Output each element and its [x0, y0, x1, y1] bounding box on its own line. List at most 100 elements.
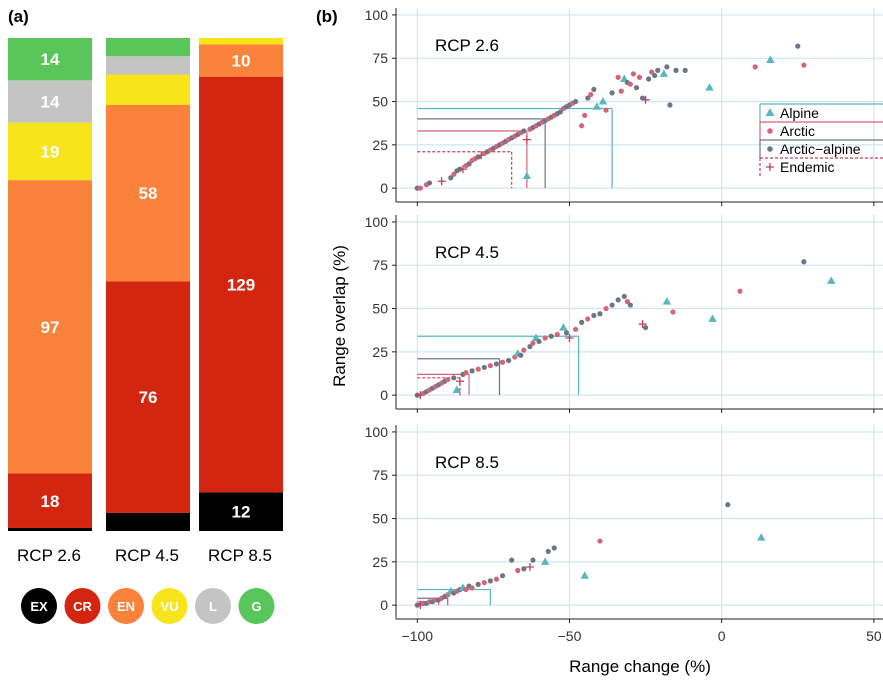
facet-rcp-2-6-point-arctic-alpine	[591, 86, 597, 93]
bar-rcp-2-6-ex	[8, 527, 92, 531]
data-label-rcp-2-6-g: 14	[41, 50, 60, 69]
facet-rcp-4-5-point-arctic-alpine	[615, 297, 621, 303]
facet-rcp-4-5-point-endemic	[455, 377, 464, 386]
facet-rcp-2-6-point-alpine	[766, 55, 775, 63]
facet-rcp-2-6-point-alpine	[592, 102, 602, 110]
facet-rcp-2-6-point-arctic-alpine	[664, 64, 670, 70]
facet-rcp-2-6-point-alpine	[705, 83, 714, 91]
facet-rcp-8-5-point-arctic	[463, 586, 469, 593]
bar-rcp-4-5-cr	[106, 281, 190, 513]
facet-rcp-2-6-point-arctic	[636, 74, 643, 80]
facet-rcp-2-6-point-arctic-alpine	[655, 67, 661, 73]
x-tick-label: −50	[558, 628, 582, 644]
facet-rcp-4-5-point-arctic	[530, 340, 536, 346]
facet-rcp-2-6-point-arctic-alpine	[652, 72, 658, 79]
facet-rcp-2-6-point-arctic	[451, 171, 457, 177]
facet-rcp-4-5-point-arctic-alpine	[627, 302, 633, 308]
facet-rcp-4-5-point-arctic-alpine	[642, 324, 649, 331]
bar-rcp-4-5-l	[106, 56, 190, 75]
bar-rcp-4-5-vu	[106, 74, 190, 105]
facet-rcp-2-6-point-arctic-alpine	[557, 109, 563, 115]
facet-rcp-2-6-point-endemic	[641, 95, 650, 104]
facet-rcp-8-5-title: RCP 8.5	[435, 453, 499, 472]
facet-rcp-4-5-point-arctic-alpine	[536, 338, 542, 345]
facet-rcp-2-6-point-alpine	[522, 171, 532, 180]
facet-rcp-8-5-ytick-label: 50	[372, 511, 388, 527]
facet-rcp-8-5-point-arctic	[469, 585, 475, 591]
facet-rcp-8-5-point-arctic-alpine	[499, 573, 506, 579]
facet-rcp-2-6-ytick-label: 50	[372, 94, 388, 110]
facet-rcp-4-5-point-arctic	[475, 366, 481, 372]
facet-rcp-2-6-point-arctic-alpine	[609, 90, 615, 96]
facet-rcp-4-5-point-alpine	[708, 314, 717, 322]
x-tick-label: 50	[866, 628, 882, 644]
facet-rcp-4-5-ytick-label: 75	[372, 257, 388, 273]
facet-rcp-2-6-point-arctic-alpine	[572, 98, 579, 105]
legend-b-key-arctic	[767, 128, 773, 134]
facet-rcp-4-5-point-arctic-alpine	[481, 364, 487, 371]
bar-rcp-8-5-en	[199, 44, 283, 77]
panel-a-label: (a)	[8, 7, 29, 26]
facet-rcp-2-6-point-arctic-alpine	[795, 43, 801, 49]
legend-label-en: EN	[117, 599, 135, 614]
panel-a-stacked-bars: RCP 2.6 18 97 19 14 14 RCP 4.5 76 58 RCP 8.5 12 129…	[8, 38, 283, 565]
legend-label-cr: CR	[73, 599, 92, 614]
facet-rcp-2-6-point-arctic-alpine	[682, 67, 688, 73]
facet-rcp-2-6-point-arctic-alpine	[521, 128, 527, 134]
legend-label-l: L	[209, 599, 217, 614]
facet-rcp-4-5-ytick-label: 50	[372, 301, 388, 317]
x-tick-label: 0	[718, 628, 726, 644]
facet-rcp-8-5-point-arctic	[493, 576, 500, 582]
facet-rcp-4-5-point-arctic-alpine	[451, 375, 457, 381]
facet-rcp-4-5-point-arctic-alpine	[493, 361, 500, 367]
facet-rcp-8-5-point-arctic	[481, 580, 487, 586]
facet-rcp-4-5-point-arctic	[445, 376, 451, 383]
facet-rcp-8-5-point-alpine	[580, 571, 589, 579]
facet-rcp-2-6-point-endemic	[458, 165, 467, 174]
facet-rcp-4-5-title: RCP 4.5	[435, 243, 499, 262]
category-label-rcp-4-5: RCP 4.5	[115, 546, 179, 565]
facet-rcp-4-5-point-arctic-alpine	[579, 319, 585, 325]
bar-rcp-2-6-en	[8, 180, 92, 474]
x-axis-title: Range change (%)	[569, 657, 711, 676]
facet-rcp-4-5-point-endemic	[565, 333, 574, 342]
facet-rcp-8-5-point-arctic-alpine	[545, 548, 551, 555]
facet-rcp-8-5-point-arctic-alpine	[475, 581, 481, 587]
bar-rcp-2-6-g	[8, 38, 92, 81]
facet-rcp-2-6-point-arctic-alpine	[673, 67, 679, 73]
legend-b-label-arctic: Arctic	[780, 123, 815, 139]
data-label-rcp-2-6-en: 97	[41, 318, 60, 337]
bar-rcp-4-5-ex	[106, 512, 190, 531]
category-label-rcp-8-5: RCP 8.5	[208, 546, 272, 565]
data-label-rcp-8-5-en: 10	[232, 52, 251, 71]
facet-rcp-4-5-point-arctic	[737, 288, 743, 294]
facet-rcp-2-6-point-arctic	[618, 88, 624, 94]
facet-rcp-4-5-point-arctic	[603, 305, 609, 312]
facet-rcp-2-6-point-arctic-alpine	[646, 76, 652, 82]
panel-b-legend: Alpine Arctic Arctic−alpine Endemic	[759, 103, 883, 176]
bar-rcp-2-6-vu	[8, 122, 92, 181]
facet-rcp-4-5-point-arctic	[521, 347, 527, 353]
legend-b-label-alpine: Alpine	[780, 105, 819, 121]
legend-circle-cr	[64, 588, 101, 624]
facet-rcp-8-5-ytick-label: 25	[372, 554, 388, 570]
facet-rcp-2-6-ytick-label: 100	[365, 7, 389, 23]
facet-rcp-2-6-point-arctic	[752, 64, 758, 70]
legend-b-key-alpine	[765, 108, 775, 116]
panel-b-label: (b)	[316, 7, 338, 26]
legend-label-vu: VU	[160, 599, 178, 614]
facet-rcp-4-5-point-alpine	[559, 323, 568, 331]
facet-rcp-8-5-point-arctic-alpine	[521, 566, 527, 572]
legend-circle-l	[195, 588, 231, 624]
facet-rcp-2-6-point-arctic	[588, 92, 594, 98]
facet-rcp-4-5-ytick-label: 0	[380, 387, 388, 403]
facet-rcp-4-5-point-arctic	[499, 359, 506, 365]
legend-b-key-endemic	[766, 163, 774, 171]
facet-rcp-4-5-point-arctic	[463, 370, 469, 376]
data-label-rcp-2-6-l: 14	[41, 93, 60, 112]
facet-rcp-4-5-point-alpine	[827, 276, 836, 284]
facet-rcp-4-5-point-arctic-alpine	[621, 293, 627, 300]
facet-rcp-4-5-point-alpine	[662, 297, 672, 305]
facet-rcp-2-6-point-arctic-alpine	[633, 85, 640, 91]
